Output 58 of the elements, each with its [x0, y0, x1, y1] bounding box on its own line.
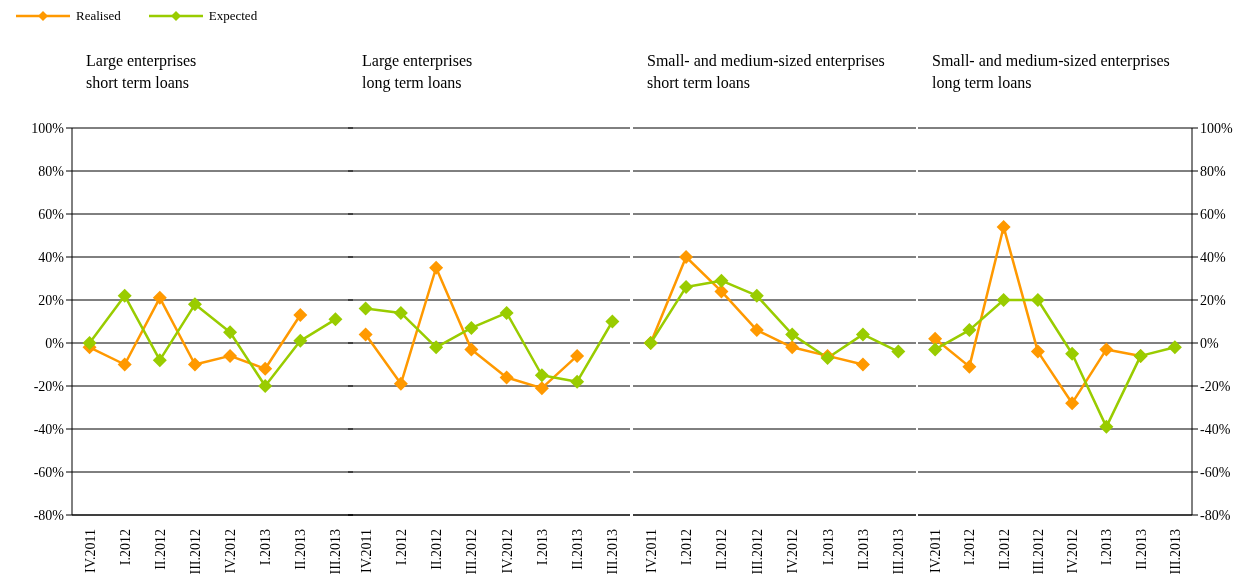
x-tick-label: IV.2012	[223, 529, 239, 574]
legend-label: Realised	[76, 8, 121, 24]
y-tick-label: 0%	[45, 335, 65, 351]
x-tick-label: III.2012	[187, 529, 203, 575]
y-tick-label: 80%	[38, 163, 65, 179]
legend-label: Expected	[208, 8, 258, 24]
x-tick-label: IV.2011	[358, 529, 374, 573]
y2-tick-label: 40%	[1200, 249, 1226, 265]
x-tick-label: IV.2011	[643, 529, 659, 573]
x-tick-label: IV.2011	[82, 529, 98, 573]
x-tick-label: II.2012	[714, 529, 730, 570]
x-tick-label: II.2012	[152, 529, 168, 570]
y2-tick-label: 0%	[1200, 335, 1219, 351]
chart-title: Large enterprises short term loans	[86, 51, 197, 93]
x-tick-label: IV.2012	[1065, 529, 1081, 574]
chart-title: Large enterprises long term loans	[362, 51, 473, 94]
x-tick-label: III.2013	[605, 529, 621, 575]
x-tick-label: II.2013	[570, 529, 586, 570]
y2-tick-label: -20%	[1200, 378, 1231, 394]
x-tick-label: II.2012	[996, 529, 1012, 570]
x-tick-label: II.2013	[1133, 529, 1149, 570]
y-tick-label: -20%	[33, 378, 65, 394]
x-tick-label: I.2012	[679, 529, 695, 566]
y-tick-label: 60%	[38, 206, 65, 222]
x-tick-label: II.2012	[429, 529, 445, 570]
y2-tick-label: -60%	[1200, 464, 1231, 480]
y-tick-label: 40%	[38, 249, 65, 265]
x-tick-label: II.2013	[293, 529, 309, 570]
x-tick-label: I.2012	[393, 529, 409, 566]
x-tick-label: IV.2011	[928, 529, 944, 573]
chart-title: Small- and medium-sized enterprises short term loans	[647, 51, 885, 93]
x-tick-label: III.2012	[464, 529, 480, 575]
y2-tick-label: 80%	[1200, 163, 1226, 179]
x-tick-label: I.2012	[962, 529, 978, 566]
x-tick-label: III.2012	[749, 529, 765, 575]
y-tick-label: 20%	[38, 292, 65, 308]
y-tick-label: 100%	[31, 120, 65, 136]
x-tick-label: I.2012	[117, 529, 133, 566]
x-tick-label: I.2013	[534, 529, 550, 566]
x-tick-label: I.2013	[820, 529, 836, 566]
x-tick-label: IV.2012	[785, 529, 801, 574]
y2-tick-label: -40%	[1200, 421, 1231, 437]
x-tick-label: I.2013	[258, 529, 274, 566]
y-tick-label: -60%	[33, 464, 65, 480]
y-tick-label: -80%	[33, 507, 65, 523]
x-tick-label: II.2013	[855, 529, 871, 570]
y-tick-label: -40%	[33, 421, 65, 437]
y2-tick-label: 60%	[1200, 206, 1226, 222]
x-tick-label: III.2012	[1030, 529, 1046, 575]
chart-title: Small- and medium-sized enterprises long term loans	[932, 51, 1170, 94]
y2-tick-label: 20%	[1200, 292, 1226, 308]
x-tick-label: I.2013	[1099, 529, 1115, 566]
y2-tick-label: -80%	[1200, 507, 1231, 523]
x-tick-label: IV.2012	[499, 529, 515, 574]
x-tick-label: III.2013	[1167, 529, 1183, 575]
x-tick-label: III.2013	[891, 529, 907, 575]
x-tick-label: III.2013	[328, 529, 344, 575]
y2-tick-label: 100%	[1200, 120, 1233, 136]
